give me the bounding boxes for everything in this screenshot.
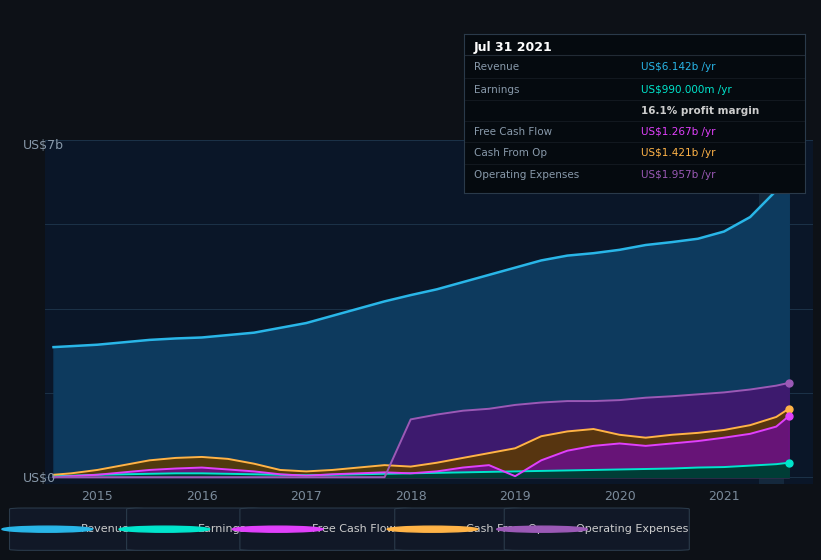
- Text: Earnings: Earnings: [199, 524, 247, 534]
- Circle shape: [232, 526, 323, 532]
- Text: Free Cash Flow: Free Cash Flow: [312, 524, 395, 534]
- Text: Operating Expenses: Operating Expenses: [576, 524, 688, 534]
- Text: Cash From Op: Cash From Op: [466, 524, 544, 534]
- Text: Jul 31 2021: Jul 31 2021: [474, 41, 553, 54]
- FancyBboxPatch shape: [126, 508, 263, 550]
- Text: US$990.000m /yr: US$990.000m /yr: [641, 85, 732, 95]
- FancyBboxPatch shape: [504, 508, 690, 550]
- FancyBboxPatch shape: [395, 508, 523, 550]
- Text: Operating Expenses: Operating Expenses: [474, 170, 580, 180]
- Text: US$7b: US$7b: [23, 139, 64, 152]
- Text: US$1.957b /yr: US$1.957b /yr: [641, 170, 716, 180]
- Text: US$6.142b /yr: US$6.142b /yr: [641, 62, 716, 72]
- FancyBboxPatch shape: [10, 508, 145, 550]
- Circle shape: [497, 526, 587, 532]
- Text: US$1.421b /yr: US$1.421b /yr: [641, 148, 716, 158]
- Text: US$0: US$0: [23, 472, 56, 486]
- Text: 16.1% profit margin: 16.1% profit margin: [641, 106, 759, 116]
- Text: Cash From Op: Cash From Op: [474, 148, 547, 158]
- Text: Free Cash Flow: Free Cash Flow: [474, 127, 553, 137]
- Text: US$1.267b /yr: US$1.267b /yr: [641, 127, 716, 137]
- Text: Revenue: Revenue: [474, 62, 519, 72]
- Text: Revenue: Revenue: [81, 524, 130, 534]
- Text: Earnings: Earnings: [474, 85, 520, 95]
- Circle shape: [119, 526, 209, 532]
- FancyBboxPatch shape: [240, 508, 414, 550]
- Circle shape: [388, 526, 478, 532]
- Circle shape: [2, 526, 93, 532]
